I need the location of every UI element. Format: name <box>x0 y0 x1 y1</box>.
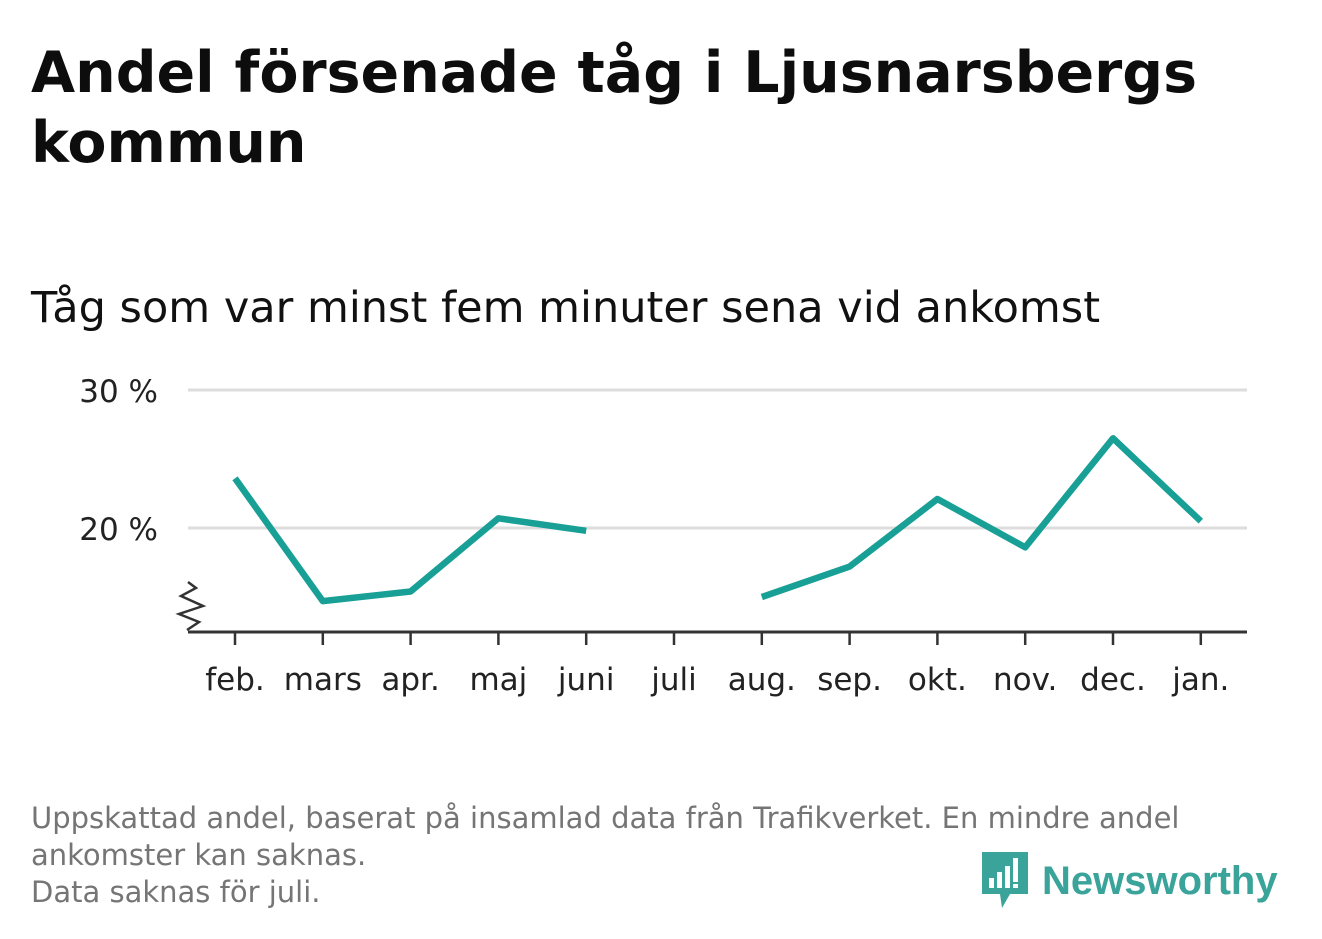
x-tick-label: jan. <box>1171 662 1229 698</box>
line-chart: 20 % 30 % feb. mars apr. maj juni juli aug. sep.… <box>79 374 1247 698</box>
x-tick-label: feb. <box>205 662 265 698</box>
x-axis <box>175 581 1247 645</box>
x-tick-label: okt. <box>908 662 967 698</box>
x-tick-label: sep. <box>817 662 882 698</box>
x-tick-label: dec. <box>1080 662 1146 698</box>
series-line <box>232 476 587 605</box>
footer-note-line: Uppskattad andel, baserat på insamlad da… <box>31 801 1180 835</box>
x-tick-label: apr. <box>381 662 439 698</box>
newsworthy-logo-icon <box>982 852 1028 908</box>
brand-name: Newsworthy <box>1042 858 1278 903</box>
x-tick-label: nov. <box>993 662 1057 698</box>
x-tick-label: aug. <box>728 662 796 698</box>
chart-subtitle: Tåg som var minst fem minuter sena vid a… <box>31 283 1101 333</box>
chart-title: Andel försenade tåg i Ljusnarsbergs komm… <box>31 40 1198 176</box>
grid-layer <box>188 388 1247 530</box>
axis-break-mark <box>175 581 207 632</box>
footer-note: Uppskattad andel, baserat på insamlad da… <box>31 800 1281 911</box>
brand-logo: Newsworthy <box>980 850 1278 912</box>
x-tick-label: maj <box>469 662 527 698</box>
y-axis-labels: 20 % 30 % <box>79 374 158 548</box>
x-axis-labels: feb. mars apr. maj juni juli aug. sep. okt. nov. d… <box>205 662 1229 698</box>
footer-note-line: ankomster kan saknas. <box>31 838 367 872</box>
x-tick-label: juni <box>557 662 615 698</box>
series-lines <box>232 435 1204 605</box>
y-tick-label: 20 % <box>79 512 158 548</box>
footer-note-line: Data saknas för juli. <box>31 875 321 909</box>
y-tick-label: 30 % <box>79 374 158 410</box>
series-line <box>760 435 1204 601</box>
x-tick-label: juli <box>650 662 697 698</box>
x-tick-label: mars <box>284 662 362 698</box>
